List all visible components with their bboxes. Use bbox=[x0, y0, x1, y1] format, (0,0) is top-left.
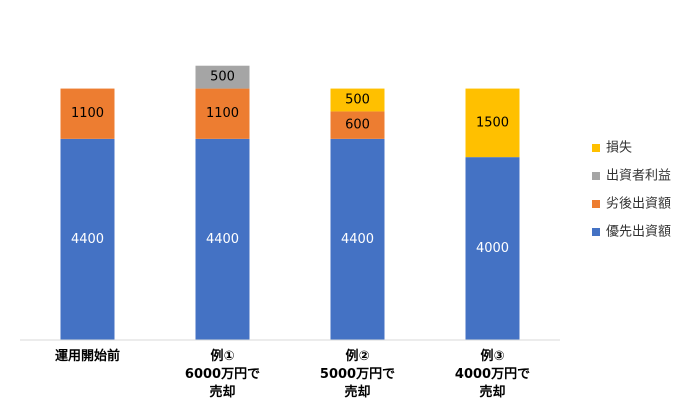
bar-segment bbox=[330, 111, 385, 139]
data-label: 4400 bbox=[71, 232, 104, 247]
x-tick-label: 例③ 4000万円で 売却 bbox=[454, 349, 531, 400]
data-label: 4400 bbox=[206, 232, 239, 247]
bar-segment bbox=[330, 88, 385, 112]
legend-swatch bbox=[592, 200, 600, 208]
bar-segment bbox=[60, 138, 115, 340]
legend-label: 優先出資額 bbox=[606, 225, 671, 240]
x-tick-label: 例② 5000万円で 売却 bbox=[319, 349, 396, 400]
data-label: 1500 bbox=[476, 115, 509, 130]
bar-segment bbox=[195, 138, 250, 340]
legend-swatch bbox=[592, 172, 600, 180]
x-tick-label: 例① 6000万円で 売却 bbox=[184, 349, 261, 400]
legend-swatch bbox=[592, 144, 600, 152]
bar-segment bbox=[195, 88, 250, 139]
legend-swatch bbox=[592, 228, 600, 236]
x-tick-label: 運用開始前 bbox=[54, 349, 120, 364]
data-label: 600 bbox=[345, 118, 370, 133]
bar-segment bbox=[330, 138, 385, 340]
bar-segment bbox=[465, 157, 520, 340]
data-label: 4400 bbox=[341, 232, 374, 247]
data-label: 500 bbox=[345, 93, 370, 108]
data-label: 4000 bbox=[476, 241, 509, 256]
bar-segment bbox=[60, 88, 115, 139]
data-label: 1100 bbox=[206, 106, 239, 121]
data-label: 500 bbox=[210, 70, 235, 85]
data-label: 1100 bbox=[71, 106, 104, 121]
bar-segment bbox=[195, 65, 250, 89]
legend-label: 劣後出資額 bbox=[606, 197, 671, 212]
bar-segment bbox=[465, 88, 520, 158]
legend-label: 出資者利益 bbox=[606, 169, 671, 184]
legend-label: 損失 bbox=[606, 141, 632, 156]
